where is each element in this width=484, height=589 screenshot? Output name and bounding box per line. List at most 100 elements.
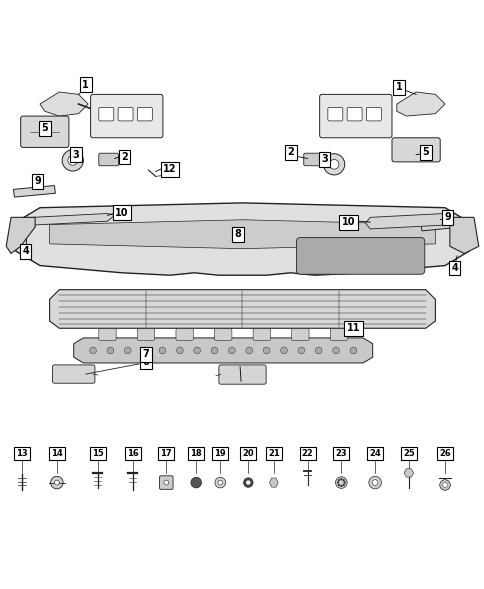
Circle shape (217, 480, 222, 485)
Polygon shape (365, 213, 452, 229)
Circle shape (439, 479, 450, 490)
Circle shape (349, 347, 356, 354)
Text: 18: 18 (190, 449, 202, 458)
Polygon shape (420, 219, 462, 231)
Circle shape (368, 477, 380, 489)
Text: 2: 2 (287, 147, 293, 157)
Text: 26: 26 (438, 449, 450, 458)
FancyBboxPatch shape (303, 153, 323, 166)
Circle shape (228, 347, 235, 354)
Polygon shape (449, 217, 478, 253)
Text: 6: 6 (142, 357, 149, 367)
Circle shape (246, 481, 250, 485)
FancyBboxPatch shape (327, 107, 342, 121)
FancyBboxPatch shape (176, 329, 193, 340)
Circle shape (335, 477, 347, 488)
Circle shape (107, 347, 114, 354)
Text: 20: 20 (242, 449, 254, 458)
Text: 9: 9 (443, 213, 450, 222)
Circle shape (176, 347, 183, 354)
Circle shape (191, 477, 201, 488)
Text: 10: 10 (341, 217, 355, 227)
Circle shape (336, 482, 338, 484)
FancyBboxPatch shape (137, 329, 154, 340)
Circle shape (243, 478, 253, 487)
Circle shape (340, 485, 342, 487)
Text: 4: 4 (22, 246, 29, 256)
Text: 5: 5 (41, 123, 48, 133)
Circle shape (332, 347, 339, 354)
FancyBboxPatch shape (391, 138, 439, 162)
FancyBboxPatch shape (214, 329, 231, 340)
FancyBboxPatch shape (99, 329, 116, 340)
Circle shape (245, 347, 252, 354)
Polygon shape (403, 469, 413, 477)
Circle shape (164, 480, 168, 485)
Circle shape (50, 477, 63, 489)
FancyBboxPatch shape (137, 107, 152, 121)
Text: 9: 9 (34, 176, 41, 186)
Polygon shape (6, 217, 35, 253)
Polygon shape (74, 338, 372, 363)
Text: 21: 21 (268, 449, 279, 458)
FancyBboxPatch shape (366, 107, 380, 121)
Text: 23: 23 (335, 449, 347, 458)
FancyBboxPatch shape (253, 329, 270, 340)
Circle shape (62, 150, 83, 171)
FancyBboxPatch shape (99, 153, 118, 166)
Text: 1: 1 (395, 82, 402, 92)
Text: 15: 15 (92, 449, 104, 458)
Circle shape (211, 347, 217, 354)
Circle shape (159, 347, 166, 354)
Circle shape (371, 479, 377, 485)
Text: 22: 22 (301, 449, 313, 458)
FancyBboxPatch shape (319, 94, 391, 138)
Circle shape (54, 480, 59, 485)
Text: 2: 2 (121, 152, 127, 162)
Circle shape (340, 478, 342, 480)
Text: 3: 3 (320, 154, 327, 164)
Circle shape (342, 479, 344, 481)
FancyBboxPatch shape (52, 365, 95, 383)
Text: 10: 10 (115, 207, 128, 217)
Circle shape (329, 160, 338, 169)
Circle shape (141, 347, 148, 354)
Text: 1: 1 (82, 80, 89, 90)
FancyBboxPatch shape (99, 107, 114, 121)
FancyBboxPatch shape (118, 107, 133, 121)
Polygon shape (14, 186, 55, 197)
Circle shape (337, 479, 339, 481)
Polygon shape (49, 220, 435, 249)
Polygon shape (40, 92, 88, 116)
Circle shape (68, 155, 77, 166)
Polygon shape (396, 92, 444, 116)
FancyBboxPatch shape (347, 107, 362, 121)
Circle shape (343, 482, 345, 484)
FancyBboxPatch shape (291, 329, 308, 340)
Text: 13: 13 (16, 449, 28, 458)
Text: 25: 25 (402, 449, 414, 458)
Circle shape (280, 347, 287, 354)
Text: 5: 5 (422, 147, 428, 157)
Text: 19: 19 (214, 449, 226, 458)
FancyBboxPatch shape (159, 476, 173, 489)
Text: 4: 4 (451, 263, 457, 273)
Text: 3: 3 (73, 150, 79, 160)
Circle shape (124, 347, 131, 354)
FancyBboxPatch shape (330, 329, 347, 340)
Circle shape (263, 347, 270, 354)
Circle shape (214, 477, 225, 488)
Text: 7: 7 (142, 349, 149, 359)
Text: 24: 24 (368, 449, 380, 458)
Text: 16: 16 (126, 449, 138, 458)
Polygon shape (49, 290, 435, 328)
Text: 11: 11 (346, 323, 360, 333)
FancyBboxPatch shape (218, 365, 266, 384)
FancyBboxPatch shape (21, 116, 69, 147)
Circle shape (297, 347, 304, 354)
Polygon shape (28, 213, 115, 225)
Circle shape (337, 484, 339, 486)
Circle shape (194, 347, 200, 354)
Polygon shape (269, 478, 278, 487)
FancyBboxPatch shape (91, 94, 163, 138)
